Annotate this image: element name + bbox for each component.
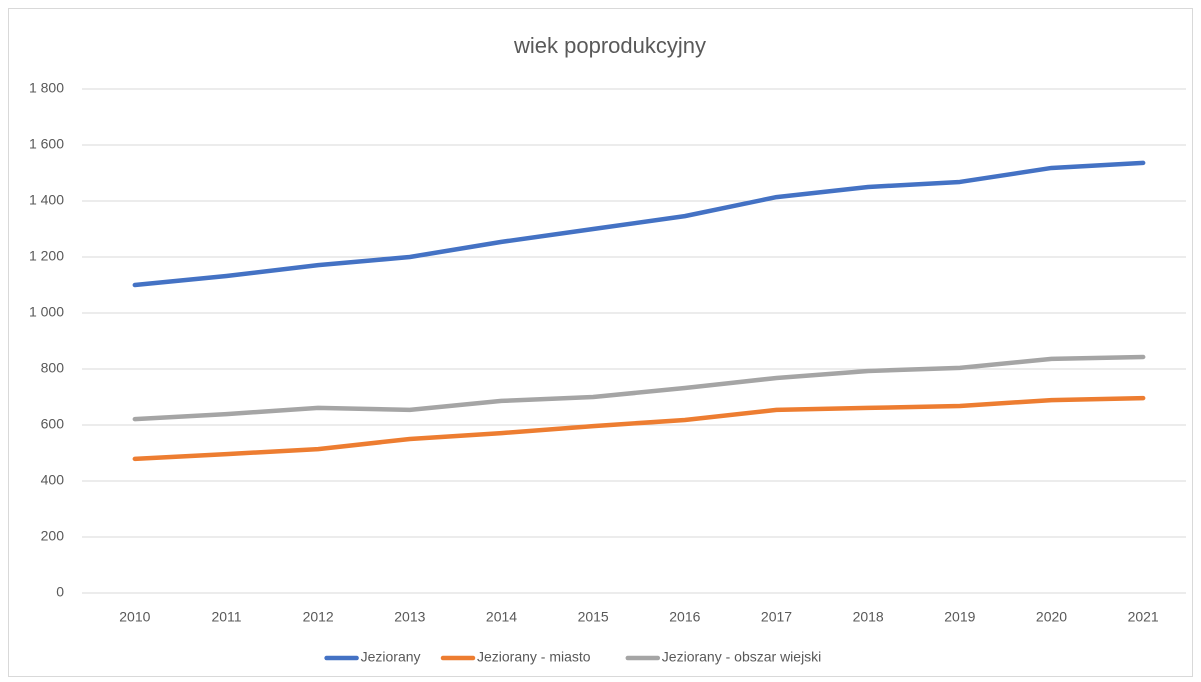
y-tick-label: 1 000: [29, 304, 64, 320]
x-tick-label: 2020: [1036, 609, 1067, 625]
x-tick-label: 2014: [486, 609, 517, 625]
y-tick-label: 1 800: [29, 80, 64, 96]
chart-title: wiek poprodukcyjny: [513, 33, 706, 58]
series-line: [132, 160, 1146, 288]
legend-label: Jeziorany - miasto: [477, 649, 591, 665]
y-tick-label: 0: [56, 584, 64, 600]
x-tick-label: 2015: [578, 609, 609, 625]
chart-frame: [8, 8, 1193, 677]
x-tick-label: 2016: [669, 609, 700, 625]
x-tick-label: 2011: [211, 609, 241, 625]
x-tick-label: 2010: [119, 609, 150, 625]
x-tick-label: 2018: [853, 609, 884, 625]
y-tick-label: 800: [41, 360, 65, 376]
x-tick-label: 2013: [394, 609, 425, 625]
series-line: [132, 395, 1146, 462]
x-tick-label: 2021: [1128, 609, 1159, 625]
legend-label: Jeziorany: [361, 649, 421, 665]
y-tick-label: 1 200: [29, 248, 64, 264]
y-tick-label: 600: [41, 416, 65, 432]
legend-label: Jeziorany - obszar wiejski: [662, 649, 822, 665]
y-tick-label: 400: [41, 472, 65, 488]
x-tick-label: 2012: [303, 609, 334, 625]
x-tick-label: 2019: [944, 609, 975, 625]
y-tick-label: 200: [41, 528, 65, 544]
y-tick-label: 1 600: [29, 136, 64, 152]
x-tick-label: 2017: [761, 609, 792, 625]
series-line: [132, 354, 1146, 422]
y-tick-label: 1 400: [29, 192, 64, 208]
